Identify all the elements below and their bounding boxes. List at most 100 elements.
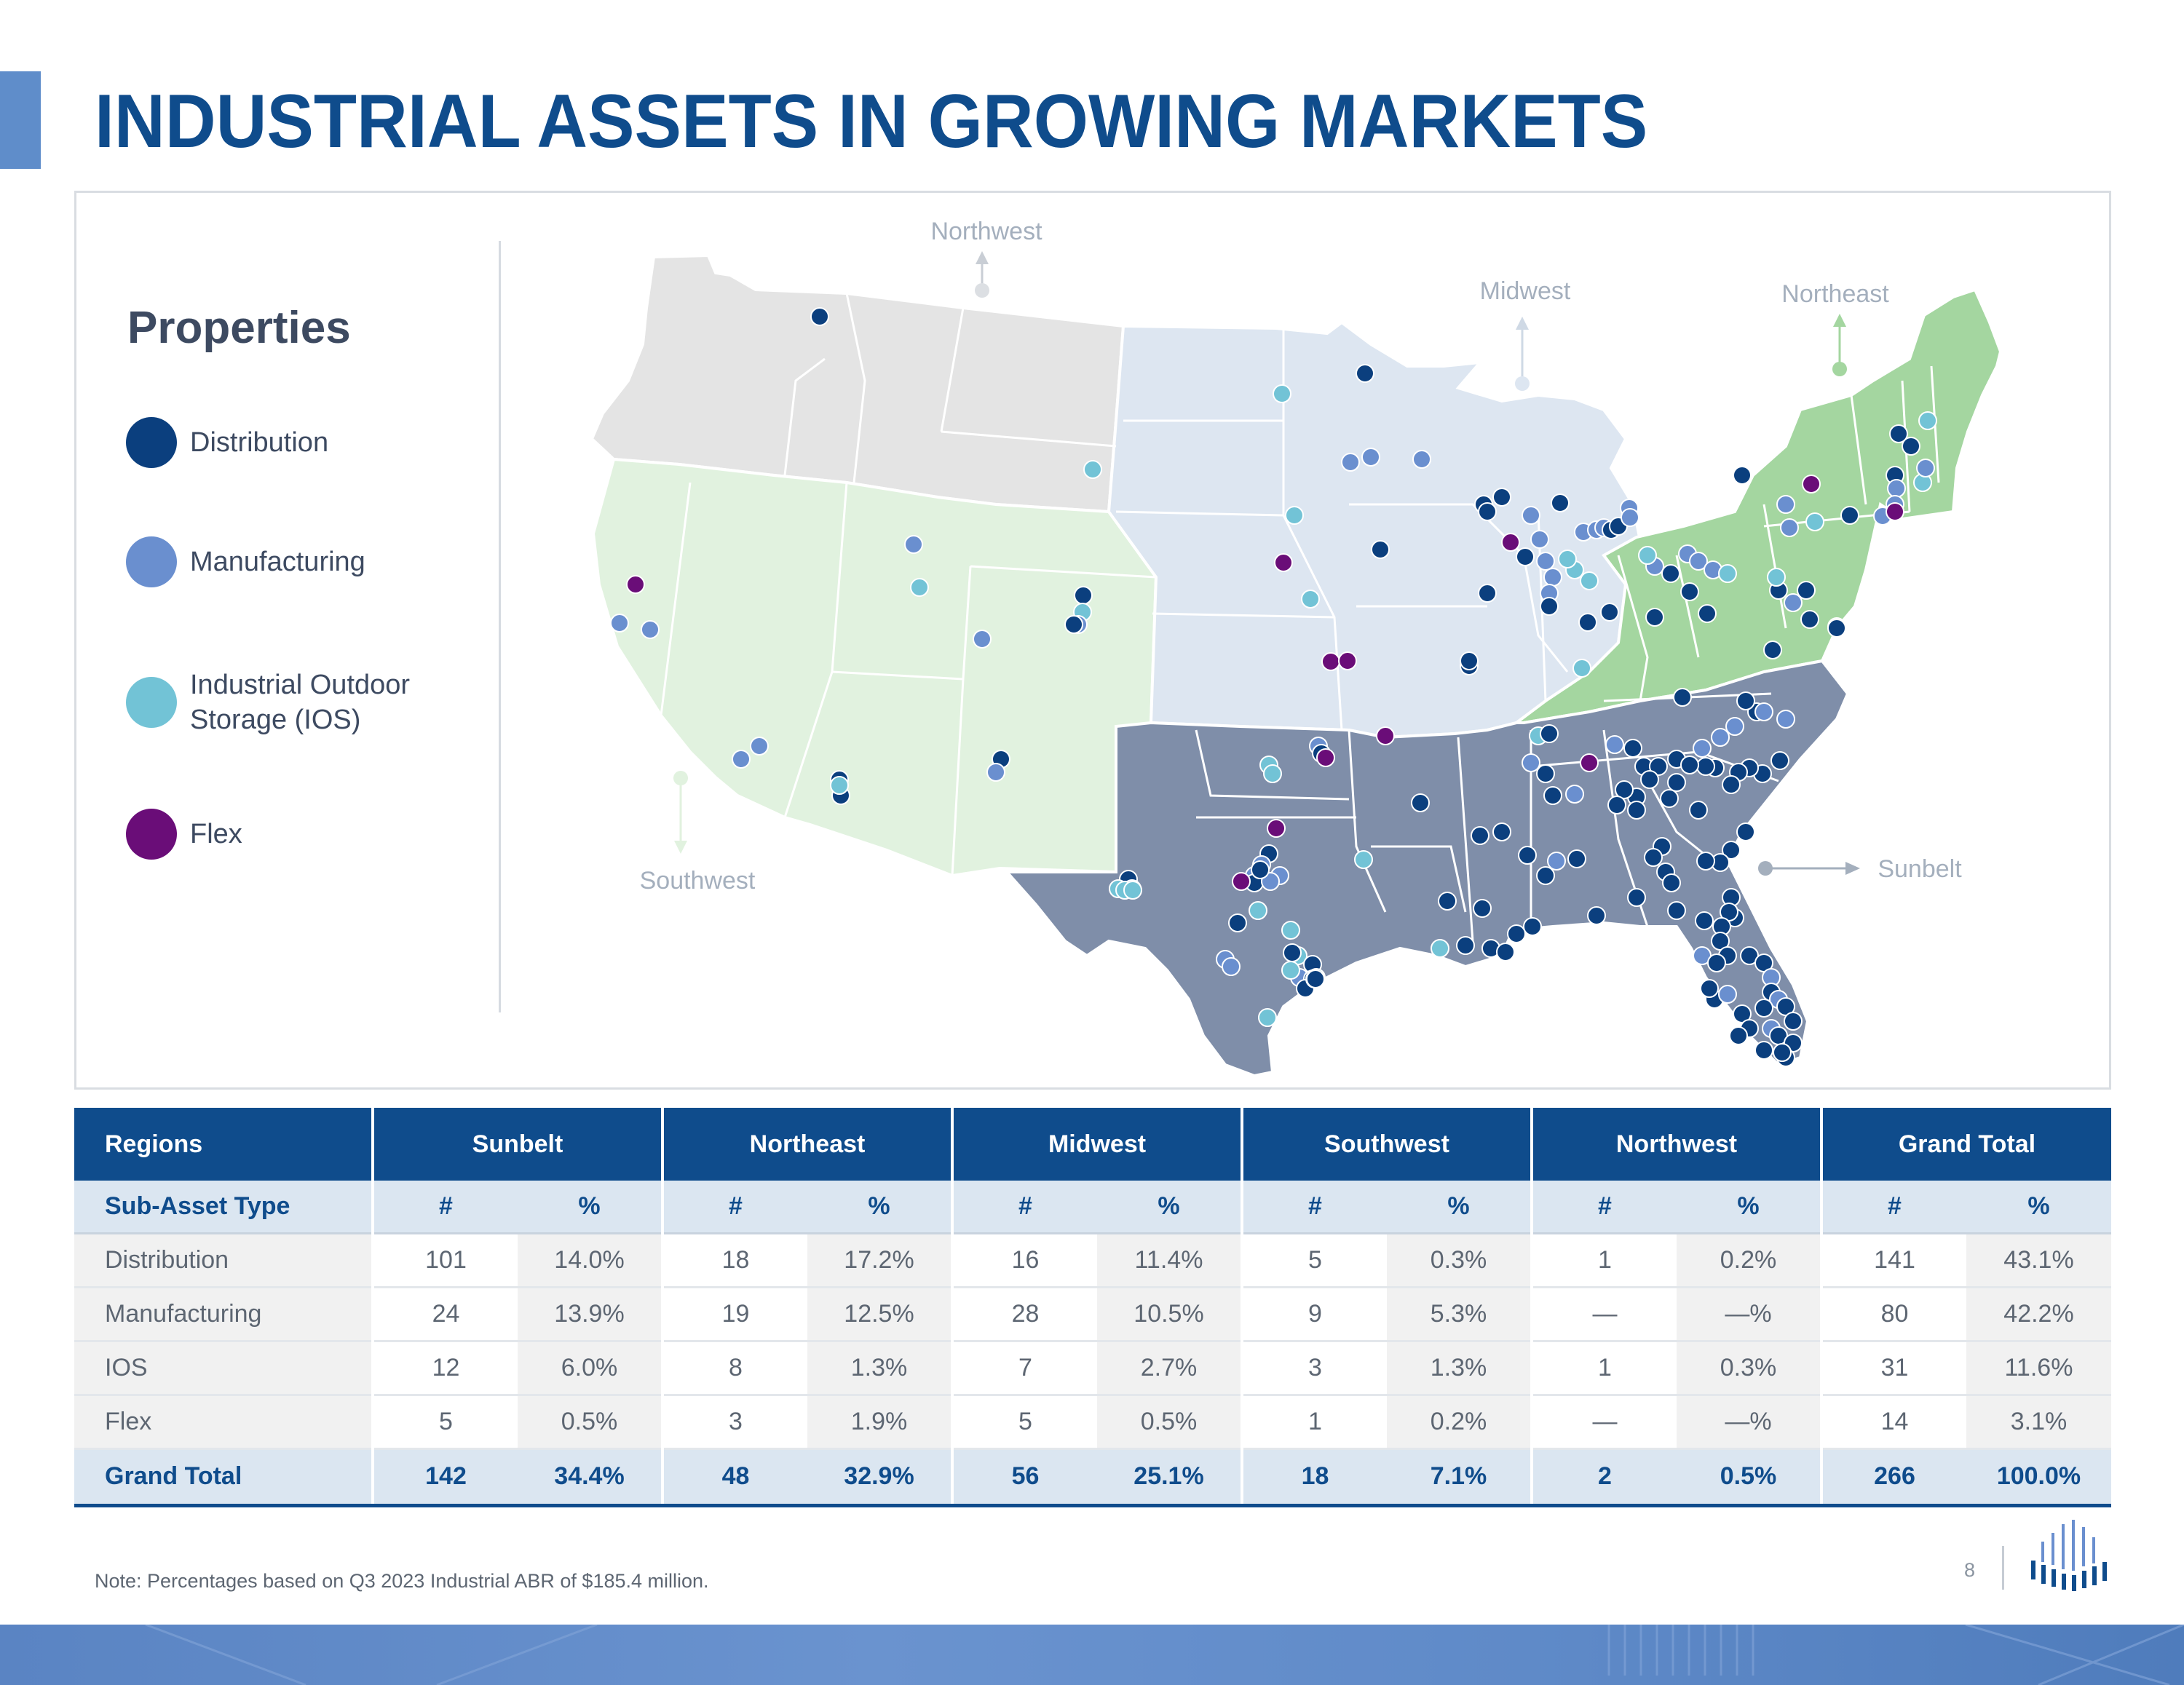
header-sunbelt: Sunbelt [371,1108,662,1181]
distribution-dot [1889,424,1908,443]
total-percent-cell: 32.9% [807,1448,952,1507]
distribution-dot [1607,796,1626,814]
title-accent-bar [0,71,41,169]
sunbelt-callout-dot [1758,861,1773,876]
distribution-dot [1667,773,1686,792]
distribution-dot [1551,493,1570,512]
distribution-dot [1567,849,1586,868]
distribution-dot [1492,822,1511,841]
percent-cell: 14.0% [518,1233,662,1288]
total-count-cell: 18 [1241,1448,1387,1507]
flex-dot [1580,753,1599,772]
manufacturing-dot [1412,450,1431,469]
subheader-count: # [1820,1181,1966,1234]
manufacturing-dot [1780,518,1799,537]
manufacturing-dot [986,763,1005,782]
manufacturing-dot [1222,957,1241,976]
distribution-dot [1902,437,1920,456]
total-percent-cell: 100.0% [1966,1448,2111,1507]
count-cell: 3 [1241,1341,1387,1396]
flex-dot-icon [126,809,177,860]
percent-cell: 17.2% [807,1233,952,1288]
distribution-dot [1673,688,1692,707]
distribution-dot [1523,917,1542,936]
count-cell: 31 [1820,1341,1966,1396]
region-label-northwest: Northwest [930,218,1042,245]
percent-cell: 43.1% [1966,1233,2111,1288]
manufacturing-dot [1341,453,1360,472]
subheader-pct: % [1966,1181,2111,1234]
region-label-sunbelt: Sunbelt [1878,855,1962,883]
distribution-dot [1700,979,1719,998]
total-count-cell: 56 [951,1448,1097,1507]
distribution-dot [1356,364,1374,383]
manufacturing-dot [732,750,751,769]
legend-item-ios: Industrial Outdoor Storage (IOS) [126,667,430,737]
distribution-dot [1736,822,1755,841]
manufacturing-dot [1776,710,1795,729]
manufacturing-dot [1754,702,1773,721]
legend-label-distribution: Distribution [190,427,329,458]
distribution-dot [1680,582,1699,601]
distribution-dot [1680,756,1699,774]
distribution-dot [1478,502,1497,521]
manufacturing-dot [1530,530,1549,549]
total-percent-cell: 0.5% [1677,1448,1821,1507]
distribution-dot [1074,586,1093,605]
region-southwest [591,457,1158,878]
southwest-arrow-icon [674,841,687,854]
percent-cell: 0.3% [1677,1341,1821,1396]
distribution-dot [1460,651,1479,670]
distribution-dot [1827,619,1846,638]
distribution-dot [1371,540,1390,559]
ios-dot [1431,939,1449,958]
flex-dot [1886,502,1904,521]
company-logo-icon [2031,1520,2107,1591]
count-cell: 1 [1241,1395,1387,1450]
flex-dot [1802,475,1821,493]
legend-label-manufacturing: Manufacturing [190,547,365,577]
distribution-dot [1696,757,1715,776]
row-label: Flex [74,1395,373,1450]
count-cell: 18 [661,1233,807,1288]
total-percent-cell: 34.4% [518,1448,662,1507]
sunbelt-arrow-icon [1845,862,1860,875]
ios-dot [1083,460,1102,479]
ios-dot [1572,659,1591,678]
ios-dot [1123,881,1142,900]
distribution-dot [1800,610,1819,629]
distribution-dot [1667,901,1686,920]
ios-dot [1805,512,1824,531]
flex-dot [1321,652,1340,671]
distribution-dot [810,307,829,326]
distribution-dot [1492,488,1511,507]
distribution-dot [1623,739,1642,758]
ios-dot [1285,506,1304,525]
region-label-midwest: Midwest [1480,277,1571,305]
percent-cell: 1.3% [807,1341,952,1396]
subheader-count: # [1241,1181,1387,1234]
row-label: Manufacturing [74,1287,373,1342]
row-label: Distribution [74,1233,373,1288]
subheader-pct: % [807,1181,952,1234]
percent-cell: 1.9% [807,1395,952,1450]
distribution-dot [1840,506,1859,525]
distribution-dot [1763,641,1782,659]
distribution-dot [1729,1026,1748,1045]
subheader-pct: % [1097,1181,1242,1234]
header-regions: Regions [74,1108,373,1181]
flex-dot [1274,553,1293,572]
northeast-callout-dot [1832,362,1847,376]
ios-dot [1580,571,1599,590]
midwest-callout-dot [1515,376,1530,391]
southwest-callout-dot [673,771,688,785]
distribution-dot [1689,801,1708,820]
ios-dot [1638,546,1657,565]
legend-label-flex: Flex [190,819,242,849]
distribution-dot [1473,899,1492,918]
distribution-dot [1661,564,1680,583]
percent-cell: 5.3% [1387,1287,1532,1342]
distribution-dot [1695,911,1714,930]
manufacturing-dot [1725,717,1744,736]
distribution-dot [1540,724,1559,743]
